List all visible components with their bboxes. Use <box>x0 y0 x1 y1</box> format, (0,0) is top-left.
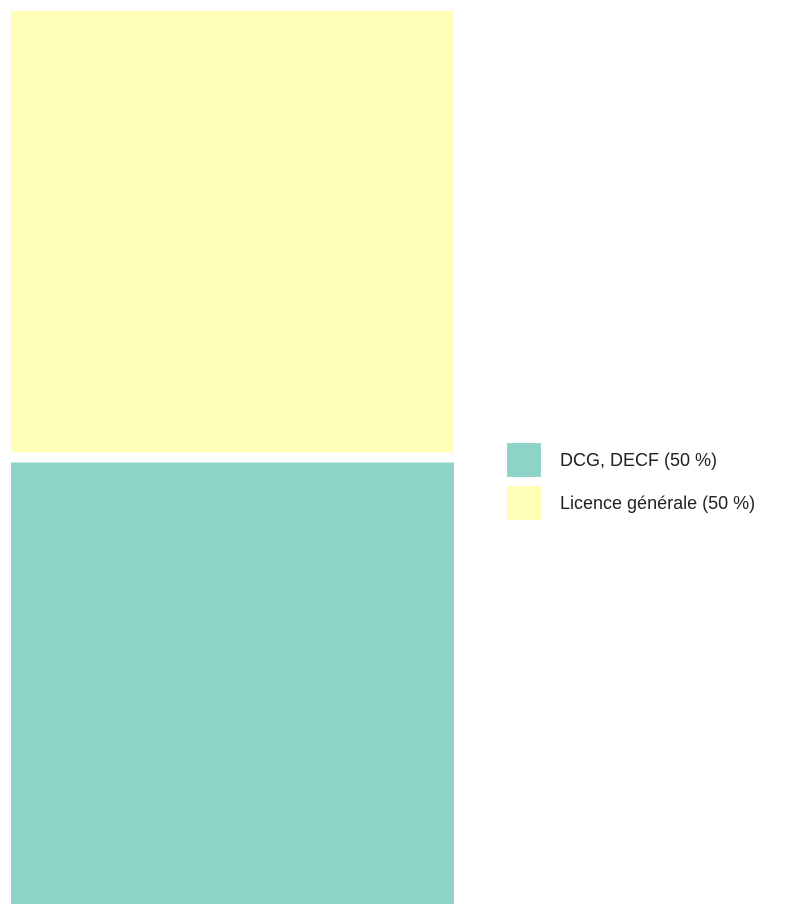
legend-label-0: DCG, DECF (50 %) <box>560 450 717 470</box>
treemap-tiles <box>11 11 454 904</box>
legend-swatch-1 <box>507 486 541 520</box>
treemap-tile-0 <box>11 462 454 904</box>
legend: DCG, DECF (50 %) Licence générale (50 %) <box>507 443 755 520</box>
treemap-tile-1 <box>11 11 454 453</box>
legend-label-1: Licence générale (50 %) <box>560 493 755 513</box>
legend-swatch-0 <box>507 443 541 477</box>
